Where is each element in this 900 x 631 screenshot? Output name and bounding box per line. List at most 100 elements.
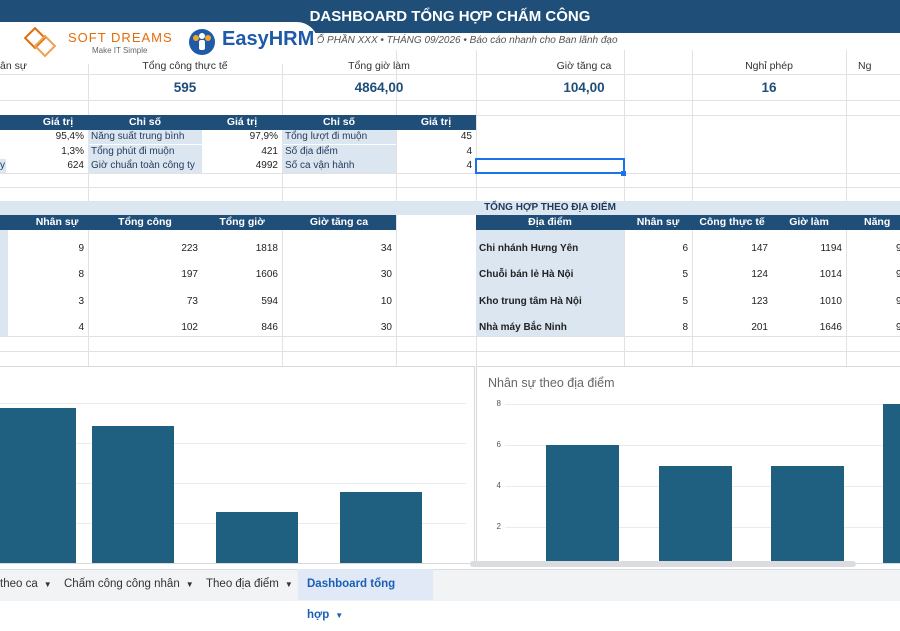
table-cell: 4 bbox=[78, 322, 84, 333]
fill-handle[interactable] bbox=[621, 171, 626, 176]
table-cell: 9 bbox=[896, 269, 900, 280]
y-tick-label: 2 bbox=[496, 522, 501, 531]
softdreams-name: SOFT DREAMS bbox=[68, 30, 173, 45]
left-table-header-overtime: Giờ tăng ca bbox=[282, 215, 396, 230]
table-cell: 102 bbox=[181, 322, 198, 333]
metric-value: 4992 bbox=[255, 160, 278, 171]
gridline bbox=[505, 404, 900, 405]
location-name-column bbox=[476, 230, 624, 336]
chart-bar[interactable] bbox=[0, 407, 76, 563]
location-header-hours: Giờ làm bbox=[772, 215, 846, 230]
table-cell: 3 bbox=[78, 296, 84, 307]
metrics-header-metric-b: Chỉ số bbox=[88, 115, 202, 130]
chevron-down-icon[interactable]: ▼ bbox=[43, 580, 52, 589]
location-name: Kho trung tâm Hà Nội bbox=[479, 296, 582, 307]
metric-value: 97,9% bbox=[249, 131, 278, 142]
chart-staff-by-location[interactable]: 8 6 4 2 bbox=[476, 366, 900, 564]
table-cell: 594 bbox=[261, 296, 278, 307]
table-cell: 73 bbox=[186, 296, 198, 307]
grid-line bbox=[0, 351, 900, 352]
tab-dashboard-tong-hop[interactable]: Dashboard tổng hợp ▼ bbox=[298, 569, 433, 621]
grid-line bbox=[0, 173, 900, 174]
location-name: Chuỗi bán lẻ Hà Nội bbox=[479, 269, 574, 280]
kpi-label-overtime: Giờ tăng ca bbox=[556, 60, 612, 72]
table-cell: 201 bbox=[751, 322, 768, 333]
y-tick-label: 4 bbox=[496, 481, 501, 490]
kpi-label-staff: ân sự bbox=[0, 60, 27, 72]
left-table-header-workdays: Tổng công bbox=[88, 215, 202, 230]
chart-bar[interactable] bbox=[771, 465, 844, 563]
tab-theo-ca[interactable]: theo ca ▼ bbox=[0, 578, 52, 590]
grid-line bbox=[0, 336, 900, 337]
y-tick-label: 8 bbox=[496, 399, 501, 408]
table-cell: 197 bbox=[181, 269, 198, 280]
metric-label: Số địa điểm bbox=[282, 145, 396, 159]
location-name: Chi nhánh Hưng Yên bbox=[479, 243, 579, 254]
metrics-header-value-c: Giá trị bbox=[396, 115, 476, 130]
table-cell: 6 bbox=[682, 243, 688, 254]
table-cell: 8 bbox=[78, 269, 84, 280]
chart-bar[interactable] bbox=[546, 445, 619, 563]
tab-theo-dia-diem[interactable]: Theo địa điểm ▼ bbox=[206, 578, 293, 590]
chevron-down-icon[interactable]: ▼ bbox=[284, 580, 293, 589]
metric-value: 4 bbox=[466, 160, 472, 171]
table-cell: 1606 bbox=[255, 269, 278, 280]
selected-cell[interactable] bbox=[475, 158, 625, 174]
softdreams-tagline: Make IT Simple bbox=[92, 46, 148, 55]
grid-line bbox=[0, 74, 900, 75]
grid-line bbox=[0, 187, 900, 188]
location-section-band bbox=[0, 201, 900, 215]
metric-value: 4 bbox=[466, 146, 472, 157]
table-cell: 10 bbox=[380, 296, 392, 307]
kpi-label-actual-workdays: Tổng công thực tế bbox=[142, 60, 228, 72]
table-cell: 846 bbox=[261, 322, 278, 333]
table-cell: 9 bbox=[78, 243, 84, 254]
metric-value-a: 95,4% bbox=[55, 131, 84, 142]
table-cell: 223 bbox=[181, 243, 198, 254]
kpi-label-partial: Ng bbox=[858, 60, 872, 72]
chart-workdays[interactable] bbox=[0, 366, 475, 564]
kpi-label-leave: Nghỉ phép bbox=[745, 60, 793, 72]
kpi-value-leave: 16 bbox=[761, 80, 777, 95]
metrics-header-metric-c: Chỉ số bbox=[282, 115, 396, 130]
chart-bar[interactable] bbox=[659, 465, 732, 563]
kpi-value-overtime: 104,00 bbox=[563, 80, 605, 95]
table-cell: 1010 bbox=[819, 296, 842, 307]
table-cell: 124 bbox=[751, 269, 768, 280]
location-header-workdays: Công thực tế bbox=[692, 215, 772, 230]
metric-label: Tổng lượt đi muộn bbox=[282, 130, 396, 144]
metric-label: Số ca vận hành bbox=[282, 159, 396, 173]
sheet-tab-bar bbox=[0, 569, 900, 601]
table-cell: 1014 bbox=[819, 269, 842, 280]
tab-cham-cong-cong-nhan[interactable]: Chấm công công nhân ▼ bbox=[64, 578, 194, 590]
chart-bar[interactable] bbox=[340, 492, 422, 563]
chart-bar[interactable] bbox=[216, 512, 298, 563]
dashboard-subtitle: Y CỔ PHẦN XXX • THÁNG 09/2026 • Báo cáo … bbox=[300, 35, 618, 46]
metric-value-a: 1,3% bbox=[61, 146, 84, 157]
table-cell: 5 bbox=[682, 269, 688, 280]
metric-label-partial: y bbox=[0, 160, 5, 171]
table-cell: 34 bbox=[380, 243, 392, 254]
table-cell: 9 bbox=[896, 243, 900, 254]
chart-bar[interactable] bbox=[883, 404, 900, 563]
table-cell: 147 bbox=[751, 243, 768, 254]
kpi-value-actual-workdays: 595 bbox=[173, 80, 197, 95]
chevron-down-icon[interactable]: ▼ bbox=[185, 580, 194, 589]
horizontal-scrollbar[interactable] bbox=[470, 561, 856, 567]
metrics-header-value-a: Giá trị bbox=[0, 115, 88, 130]
table-cell: 9 bbox=[896, 296, 900, 307]
chevron-down-icon[interactable]: ▼ bbox=[335, 611, 344, 620]
gridline bbox=[0, 483, 466, 484]
y-tick-label: 6 bbox=[496, 440, 501, 449]
chart-bar[interactable] bbox=[92, 425, 174, 563]
table-cell: 1646 bbox=[819, 322, 842, 333]
left-table-header-staff: Nhân sự bbox=[0, 215, 88, 230]
location-header-staff: Nhân sự bbox=[624, 215, 692, 230]
grid-line bbox=[0, 100, 900, 101]
gridline bbox=[0, 443, 466, 444]
metric-label: Năng suất trung bình bbox=[88, 130, 202, 144]
kpi-value-total-hours: 4864,00 bbox=[354, 80, 404, 95]
table-cell: 123 bbox=[751, 296, 768, 307]
location-section-title: TỔNG HỢP THEO ĐỊA ĐIỂM bbox=[484, 202, 616, 213]
location-name: Nhà máy Bắc Ninh bbox=[479, 322, 567, 333]
